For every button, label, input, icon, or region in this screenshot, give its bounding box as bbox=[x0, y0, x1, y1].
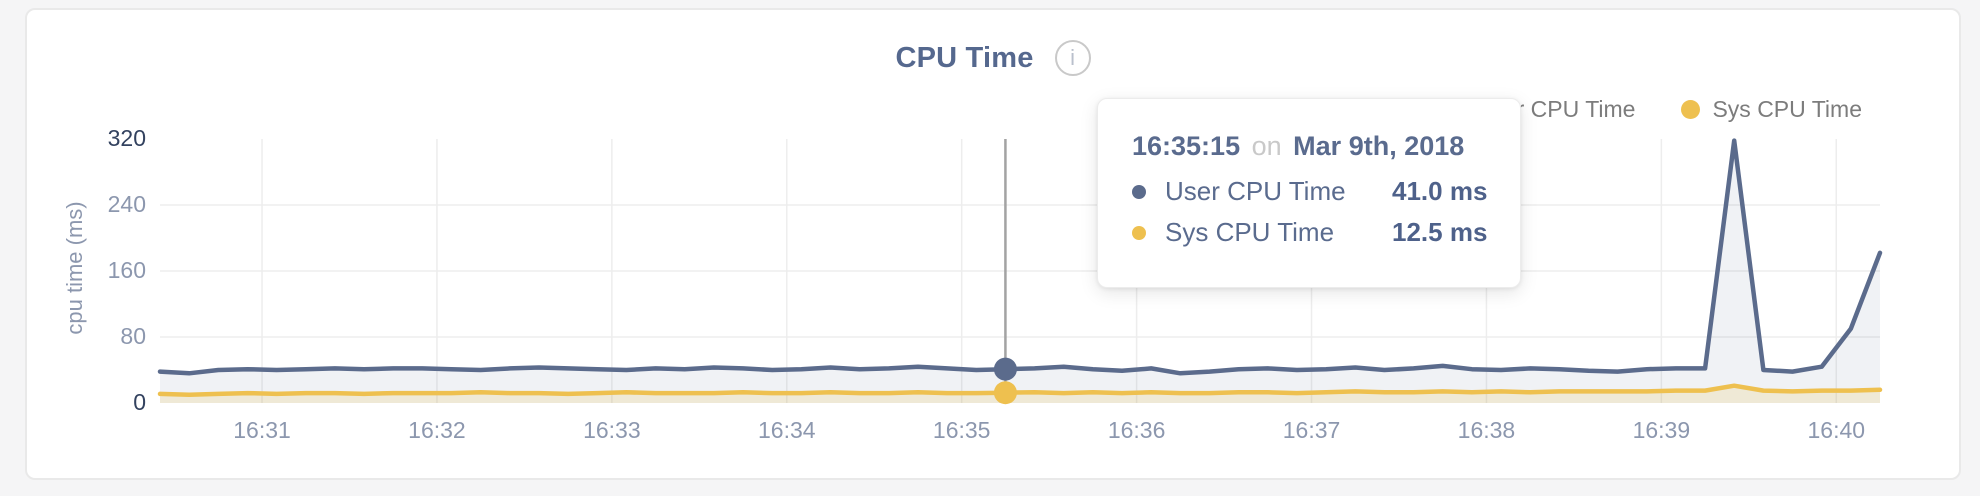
chart-title: CPU Time bbox=[895, 41, 1034, 74]
tooltip-dot-user bbox=[1132, 184, 1146, 199]
user-cpu-line bbox=[157, 138, 1883, 376]
x-tick-label: 16:33 bbox=[583, 417, 641, 443]
tooltip-title: 16:35:15 on Mar 9th, 2018 bbox=[1132, 131, 1492, 162]
y-tick-label: 320 bbox=[108, 125, 146, 151]
tooltip-value-user: 41.0 ms bbox=[1392, 176, 1488, 206]
tooltip-label-sys: Sys CPU Time bbox=[1165, 217, 1335, 247]
tooltip-row-user: User CPU Time 41.0 ms bbox=[1132, 176, 1492, 207]
chart-tooltip: 16:35:15 on Mar 9th, 2018 User CPU Time … bbox=[1097, 98, 1521, 288]
user-cpu-area bbox=[160, 140, 1880, 403]
tooltip-label-user: User CPU Time bbox=[1165, 176, 1346, 206]
x-tick-label: 16:37 bbox=[1283, 417, 1341, 443]
legend-item-sys-cpu-time[interactable]: Sys CPU Time bbox=[1681, 96, 1862, 123]
legend-dot-sys bbox=[1681, 100, 1701, 119]
info-icon-glyph: i bbox=[1070, 45, 1075, 70]
x-tick-label: 16:38 bbox=[1458, 417, 1516, 443]
y-tick-label: 80 bbox=[120, 323, 146, 349]
legend-label-sys: Sys CPU Time bbox=[1712, 96, 1862, 122]
x-tick-label: 16:40 bbox=[1807, 417, 1865, 443]
cpu-time-card: CPU Time i bbox=[25, 8, 1961, 480]
y-tick-label: 160 bbox=[108, 257, 146, 283]
tooltip-date: Mar 9th, 2018 bbox=[1293, 131, 1465, 161]
sys-cpu-line bbox=[157, 383, 1883, 398]
tooltip-time: 16:35:15 bbox=[1132, 131, 1241, 161]
tooltip-value-sys: 12.5 ms bbox=[1392, 217, 1488, 247]
x-tick-label: 16:35 bbox=[933, 417, 991, 443]
info-icon[interactable]: i bbox=[1054, 40, 1091, 76]
tooltip-on-word: on bbox=[1251, 131, 1282, 161]
y-tick-label: 240 bbox=[108, 191, 146, 217]
tooltip-row-sys: Sys CPU Time 12.5 ms bbox=[1132, 217, 1492, 248]
tooltip-dot-sys bbox=[1132, 225, 1146, 240]
x-tick-label: 16:36 bbox=[1108, 417, 1166, 443]
y-tick-label: 0 bbox=[133, 389, 146, 415]
x-tick-label: 16:34 bbox=[758, 417, 816, 443]
hover-dot-user bbox=[993, 357, 1017, 381]
x-tick-label: 16:39 bbox=[1633, 417, 1691, 443]
card-header: CPU Time i bbox=[27, 40, 1959, 76]
x-tick-label: 16:31 bbox=[233, 417, 291, 443]
hover-dot-sys bbox=[993, 381, 1017, 405]
x-tick-label: 16:32 bbox=[408, 417, 466, 443]
